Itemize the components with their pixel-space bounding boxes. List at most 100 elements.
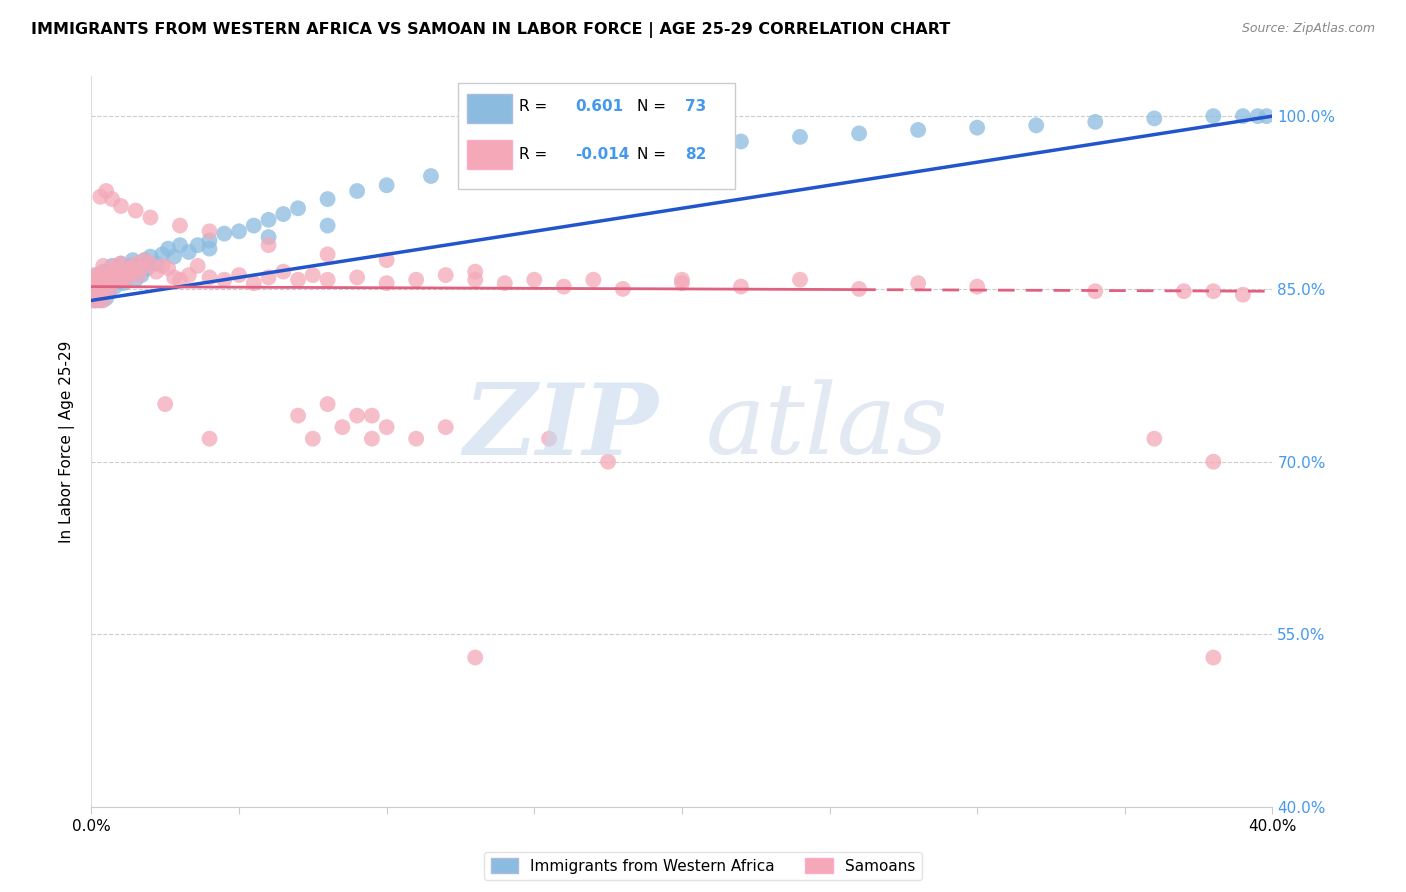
Point <box>101 265 124 279</box>
Point <box>671 137 693 152</box>
Point <box>89 270 111 285</box>
Point <box>104 273 127 287</box>
Point <box>612 144 634 158</box>
Point <box>169 273 191 287</box>
Point <box>91 265 114 279</box>
Point <box>110 199 132 213</box>
Point <box>375 276 398 290</box>
Point <box>98 284 121 298</box>
Point <box>86 268 108 282</box>
Point <box>1202 455 1225 469</box>
Point <box>375 253 398 268</box>
Point <box>848 127 870 141</box>
Point <box>86 293 108 308</box>
Point <box>360 432 382 446</box>
Point <box>115 273 138 287</box>
Point <box>243 219 266 233</box>
Point <box>83 268 105 282</box>
Point <box>139 211 162 225</box>
Point <box>907 123 929 137</box>
Point <box>139 256 162 270</box>
Point <box>1232 109 1254 123</box>
Point <box>96 279 118 293</box>
Point <box>96 184 118 198</box>
Point <box>316 273 339 287</box>
Point <box>907 276 929 290</box>
Point <box>1084 115 1107 129</box>
Point <box>1202 650 1225 665</box>
Point <box>110 273 132 287</box>
Point <box>110 268 132 282</box>
Point <box>419 169 441 183</box>
Point <box>145 265 167 279</box>
Point <box>228 268 250 282</box>
Point <box>83 293 105 308</box>
Point <box>1084 284 1107 298</box>
Text: -0.014: -0.014 <box>575 146 630 161</box>
Point <box>98 270 121 285</box>
Point <box>287 202 309 216</box>
Point <box>86 282 108 296</box>
Text: 0.601: 0.601 <box>575 99 624 114</box>
Point <box>139 250 162 264</box>
Point <box>966 279 988 293</box>
Point <box>91 268 114 282</box>
Point <box>848 282 870 296</box>
Point <box>612 282 634 296</box>
Point <box>789 129 811 144</box>
Point <box>112 268 135 282</box>
Point <box>89 287 111 301</box>
Point <box>131 268 153 282</box>
Point <box>301 432 323 446</box>
Point <box>177 268 200 282</box>
Point <box>131 261 153 276</box>
Point <box>464 265 486 279</box>
Point <box>86 276 108 290</box>
Point <box>553 279 575 293</box>
Point <box>375 420 398 434</box>
Point <box>523 273 546 287</box>
Point <box>494 276 516 290</box>
Point <box>101 276 124 290</box>
Point <box>671 276 693 290</box>
Point <box>124 256 148 270</box>
Point <box>128 268 150 282</box>
Point <box>1202 109 1225 123</box>
Point <box>316 397 339 411</box>
Y-axis label: In Labor Force | Age 25-29: In Labor Force | Age 25-29 <box>59 341 76 542</box>
Point <box>89 190 111 204</box>
Point <box>104 279 127 293</box>
Point <box>86 270 108 285</box>
Point <box>316 219 339 233</box>
Point <box>360 409 382 423</box>
Point <box>405 432 427 446</box>
Point <box>243 276 266 290</box>
Point <box>118 261 141 276</box>
Point <box>257 230 280 244</box>
FancyBboxPatch shape <box>467 140 512 169</box>
Point <box>104 259 127 273</box>
Point <box>121 265 143 279</box>
Point <box>96 282 118 296</box>
Point <box>169 238 191 252</box>
Point <box>273 207 295 221</box>
Point <box>464 273 486 287</box>
Point <box>163 270 186 285</box>
Point <box>301 268 323 282</box>
Point <box>115 265 138 279</box>
Point <box>157 261 180 276</box>
Point <box>110 256 132 270</box>
Point <box>257 212 280 227</box>
Point <box>789 273 811 287</box>
Point <box>169 219 191 233</box>
Point <box>375 178 398 193</box>
FancyBboxPatch shape <box>457 83 735 189</box>
Point <box>537 432 560 446</box>
Point <box>107 273 129 287</box>
Point <box>316 192 339 206</box>
Point <box>198 432 221 446</box>
Point <box>121 253 143 268</box>
Point <box>287 273 309 287</box>
Text: R =: R = <box>519 146 553 161</box>
Point <box>332 420 354 434</box>
